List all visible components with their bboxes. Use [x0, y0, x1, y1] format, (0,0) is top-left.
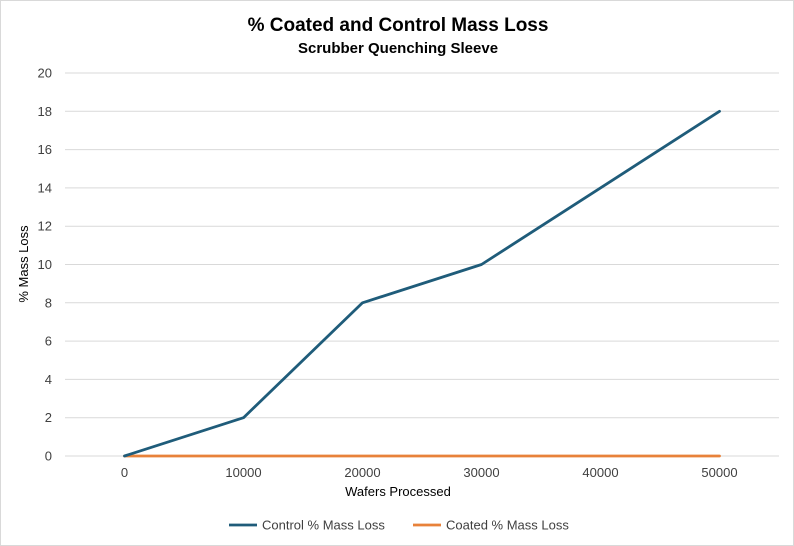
series-line-control-mass-loss	[123, 109, 721, 458]
x-axis-ticks: 0 10000 20000 30000 40000 50000	[121, 465, 738, 480]
x-tick-label: 30000	[463, 465, 499, 480]
y-axis-label: % Mass Loss	[16, 225, 31, 303]
legend-label: Control % Mass Loss	[262, 518, 385, 533]
y-tick-label: 20	[38, 66, 52, 81]
chart-subtitle: Scrubber Quenching Sleeve	[298, 40, 498, 57]
y-tick-label: 12	[38, 219, 52, 234]
legend-label: Coated % Mass Loss	[446, 518, 569, 533]
x-tick-label: 20000	[344, 465, 380, 480]
y-tick-label: 2	[45, 410, 52, 425]
y-tick-label: 0	[45, 449, 52, 464]
y-axis-ticks: 0 2 4 6 8 10 12 14 16 18 20	[38, 66, 52, 464]
x-tick-label: 50000	[701, 465, 737, 480]
gridlines	[65, 72, 779, 457]
x-tick-label: 40000	[582, 465, 618, 480]
y-tick-label: 8	[45, 295, 52, 310]
y-tick-label: 6	[45, 334, 52, 349]
y-tick-label: 18	[38, 104, 52, 119]
y-tick-label: 4	[45, 372, 52, 387]
series-lines	[123, 109, 721, 458]
legend: Control % Mass Loss Coated % Mass Loss	[229, 518, 569, 533]
chart-title: % Coated and Control Mass Loss	[248, 15, 549, 36]
x-axis-label: Wafers Processed	[345, 484, 451, 499]
y-tick-label: 10	[38, 257, 52, 272]
y-tick-label: 14	[38, 180, 52, 195]
x-tick-label: 0	[121, 465, 128, 480]
y-tick-label: 16	[38, 142, 52, 157]
x-tick-label: 10000	[225, 465, 261, 480]
